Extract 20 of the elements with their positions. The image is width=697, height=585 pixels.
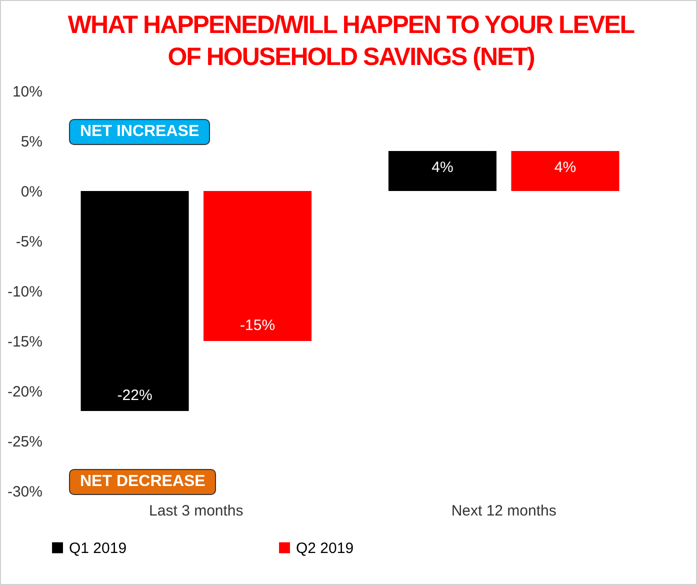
data-label: -15%	[240, 317, 276, 334]
y-tick-label: -20%	[7, 384, 42, 400]
y-tick-label: 0%	[20, 184, 42, 200]
data-label: 4%	[432, 159, 454, 176]
y-tick-label: -30%	[7, 484, 42, 500]
y-tick-label: 5%	[20, 134, 42, 150]
annotation: NET DECREASE	[69, 469, 216, 495]
legend-label: Q1 2019	[69, 540, 127, 557]
y-tick-label: -10%	[7, 284, 42, 300]
y-tick-label: -25%	[7, 434, 42, 450]
annotation: NET INCREASE	[69, 119, 210, 145]
x-tick-label: Next 12 months	[451, 502, 556, 520]
y-tick-label: 10%	[12, 84, 42, 100]
legend-label: Q2 2019	[296, 540, 354, 557]
data-label: -22%	[117, 387, 152, 404]
data-label: 4%	[554, 159, 576, 176]
y-tick-label: -15%	[7, 334, 42, 350]
chart-title: WHAT HAPPENED/WILL HAPPEN TO YOUR LEVEL OF HOUSEHOLD SAVINGS (NET)	[66, 10, 636, 73]
y-tick-label: -5%	[16, 234, 42, 250]
x-tick-label: Last 3 months	[149, 502, 244, 520]
